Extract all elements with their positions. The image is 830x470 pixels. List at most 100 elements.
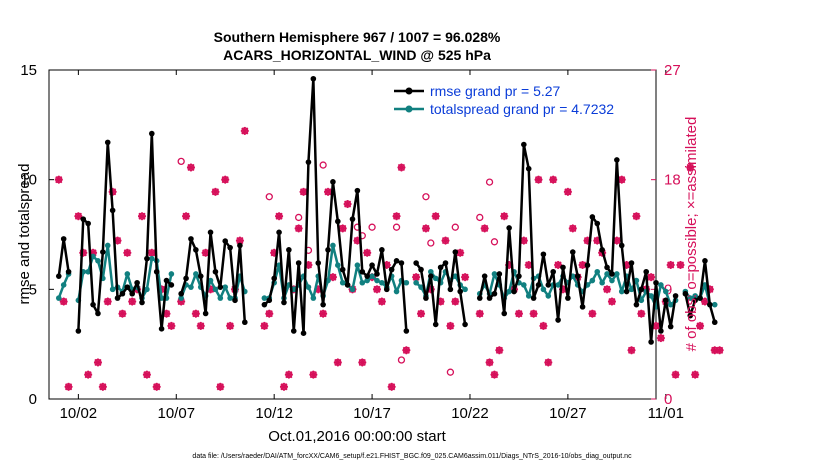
spread-point: [403, 279, 410, 286]
rmse-point: [134, 279, 140, 286]
obs-assimilated-marker: [284, 370, 293, 379]
rmse-point: [584, 262, 591, 269]
obs-possible-marker: [427, 239, 435, 247]
obs-assimilated-marker: [647, 273, 656, 282]
spread-point: [711, 301, 718, 308]
spread-point: [310, 295, 317, 301]
rmse-point: [114, 295, 121, 301]
obs-assimilated-marker: [74, 212, 83, 221]
spread-point: [217, 295, 224, 301]
obs-assimilated-marker: [691, 370, 700, 379]
rmse-point: [379, 247, 385, 253]
obs-assimilated-marker: [279, 382, 288, 391]
obs-assimilated-marker: [519, 236, 528, 245]
rmse-point: [330, 179, 336, 185]
spread-point: [662, 288, 669, 295]
obs-assimilated-marker: [182, 212, 191, 221]
rmse-point: [100, 249, 106, 255]
obs-assimilated-marker: [514, 309, 523, 318]
rmse-point: [555, 317, 561, 323]
obs-assimilated-marker: [700, 297, 709, 306]
rmse-point: [261, 301, 268, 308]
x-tick-label: 11/01: [648, 405, 684, 422]
rmse-point: [374, 271, 380, 277]
rmse-point: [119, 290, 126, 297]
rmse-point: [104, 139, 111, 146]
rmse-point: [672, 293, 679, 299]
rmse-point: [594, 220, 601, 227]
rmse-point: [550, 268, 557, 275]
rmse-point: [335, 218, 341, 225]
rmse-point: [222, 238, 229, 244]
rmse-point: [310, 75, 317, 82]
obs-assimilated-marker: [392, 212, 401, 221]
obs-assimilated-marker: [715, 346, 724, 355]
rmse-point: [271, 275, 277, 282]
rmse-point: [423, 295, 429, 301]
obs-assimilated-marker: [128, 297, 137, 306]
spread-point: [452, 273, 459, 279]
spread-point: [525, 293, 532, 299]
obs-assimilated-marker: [98, 382, 107, 391]
rmse-point: [60, 236, 67, 242]
rmse-point: [286, 247, 292, 253]
rmse-point: [633, 301, 640, 308]
rmse-point: [266, 297, 273, 304]
rmse-point: [339, 266, 346, 273]
rmse-point: [393, 258, 400, 264]
x-tick-label: 10/02: [60, 405, 98, 422]
rmse-point: [359, 268, 366, 275]
rmse-point: [388, 266, 395, 273]
spread-point: [604, 271, 610, 277]
obs-assimilated-marker: [666, 260, 675, 269]
obs-assimilated-marker: [294, 224, 303, 233]
obs-assimilated-marker: [84, 370, 93, 379]
obs-assimilated-marker: [461, 273, 470, 282]
y-axis-right-label: # of obs: o=possible; ×=assimilated: [683, 117, 700, 352]
rmse-point: [618, 242, 625, 249]
obs-possible-marker: [265, 193, 273, 201]
spread-point: [109, 286, 116, 293]
obs-possible-marker: [177, 157, 185, 166]
obs-assimilated-marker: [446, 321, 455, 330]
rmse-point: [178, 290, 184, 297]
rmse-point: [217, 284, 224, 290]
rmse-point: [109, 207, 116, 214]
obs-assimilated-marker: [539, 321, 548, 330]
obs-assimilated-marker: [59, 297, 68, 306]
obs-assimilated-marker: [490, 370, 499, 379]
obs-assimilated-marker: [632, 212, 641, 221]
rmse-point: [369, 262, 375, 269]
rmse-point: [623, 288, 630, 295]
obs-assimilated-marker: [191, 309, 200, 318]
y-axis-label: rmse and totalspread: [16, 164, 33, 305]
rmse-point: [653, 279, 659, 286]
obs-assimilated-marker: [544, 358, 553, 367]
obs-assimilated-marker: [495, 346, 504, 355]
obs-assimilated-marker: [299, 187, 308, 196]
rmse-point: [604, 264, 610, 271]
rmse-point: [193, 247, 199, 253]
spread-point: [638, 297, 645, 304]
rmse-point: [325, 247, 331, 253]
obs-assimilated-marker: [607, 297, 616, 306]
rmse-point: [432, 321, 439, 328]
rmse-point: [413, 260, 419, 266]
spread-point: [413, 279, 419, 286]
obs-assimilated-marker: [696, 321, 705, 330]
rmse-point: [237, 242, 243, 249]
rmse-point: [506, 225, 512, 231]
footer-data-file: data file: /Users/raeder/DAI/ATM_forcXX/…: [192, 453, 632, 460]
obs-assimilated-marker: [387, 382, 396, 391]
spread-point: [124, 271, 131, 277]
spread-point: [359, 279, 366, 286]
obs-assimilated-marker: [358, 358, 367, 367]
rmse-point: [305, 159, 312, 165]
spread-point: [589, 277, 596, 284]
y-tick-label: 0: [29, 391, 37, 408]
chart-title-line1: Southern Hemisphere 967 / 1007 = 96.028%: [214, 29, 501, 45]
y-right-tick-label: 9: [664, 281, 672, 298]
rmse-point: [129, 290, 136, 297]
y-axis-right: 0 9 18 27: [651, 62, 681, 408]
obs-assimilated-marker: [549, 175, 558, 184]
